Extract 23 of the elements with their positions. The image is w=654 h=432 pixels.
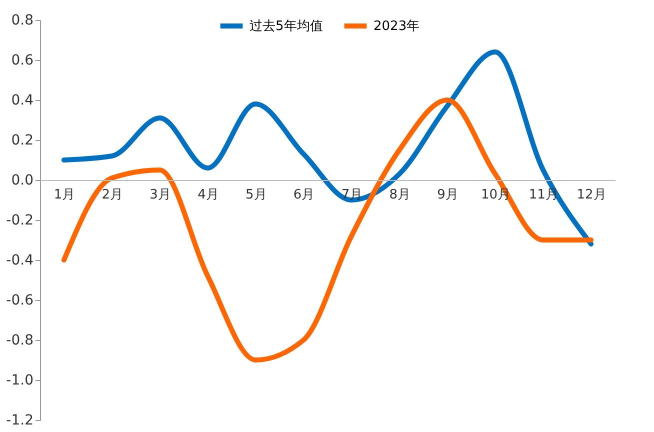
y-tick-label: -0.8 [6,332,34,348]
x-tick-label: 9月 [437,188,458,202]
x-tick-label: 12月 [576,188,606,202]
y-tick-label: -0.2 [6,212,34,228]
y-tick-label: 0.8 [11,12,34,28]
x-tick-label: 5月 [245,188,267,202]
x-tick-label: 3月 [150,188,171,202]
y-tick-label: 0.6 [11,52,34,68]
y-tick-label: -0.6 [6,292,34,308]
y-tick-label: -0.4 [6,252,34,268]
legend-label: 2023年 [374,19,420,34]
x-tick-label: 4月 [198,188,219,202]
y-tick-label: -1.2 [6,412,34,428]
y-tick-label: 0.0 [11,172,34,188]
x-tick-label: 8月 [389,188,411,202]
x-tick-label: 6月 [293,188,315,202]
x-tick-label: 1月 [54,188,76,202]
x-tick-label: 11月 [528,188,558,202]
legend-label: 过去5年均值 [250,19,323,34]
x-tick-label: 2月 [102,188,124,202]
y-tick-label: 0.4 [11,92,34,108]
y-tick-label: 0.2 [11,132,34,148]
y-tick-label: -1.0 [6,372,34,388]
